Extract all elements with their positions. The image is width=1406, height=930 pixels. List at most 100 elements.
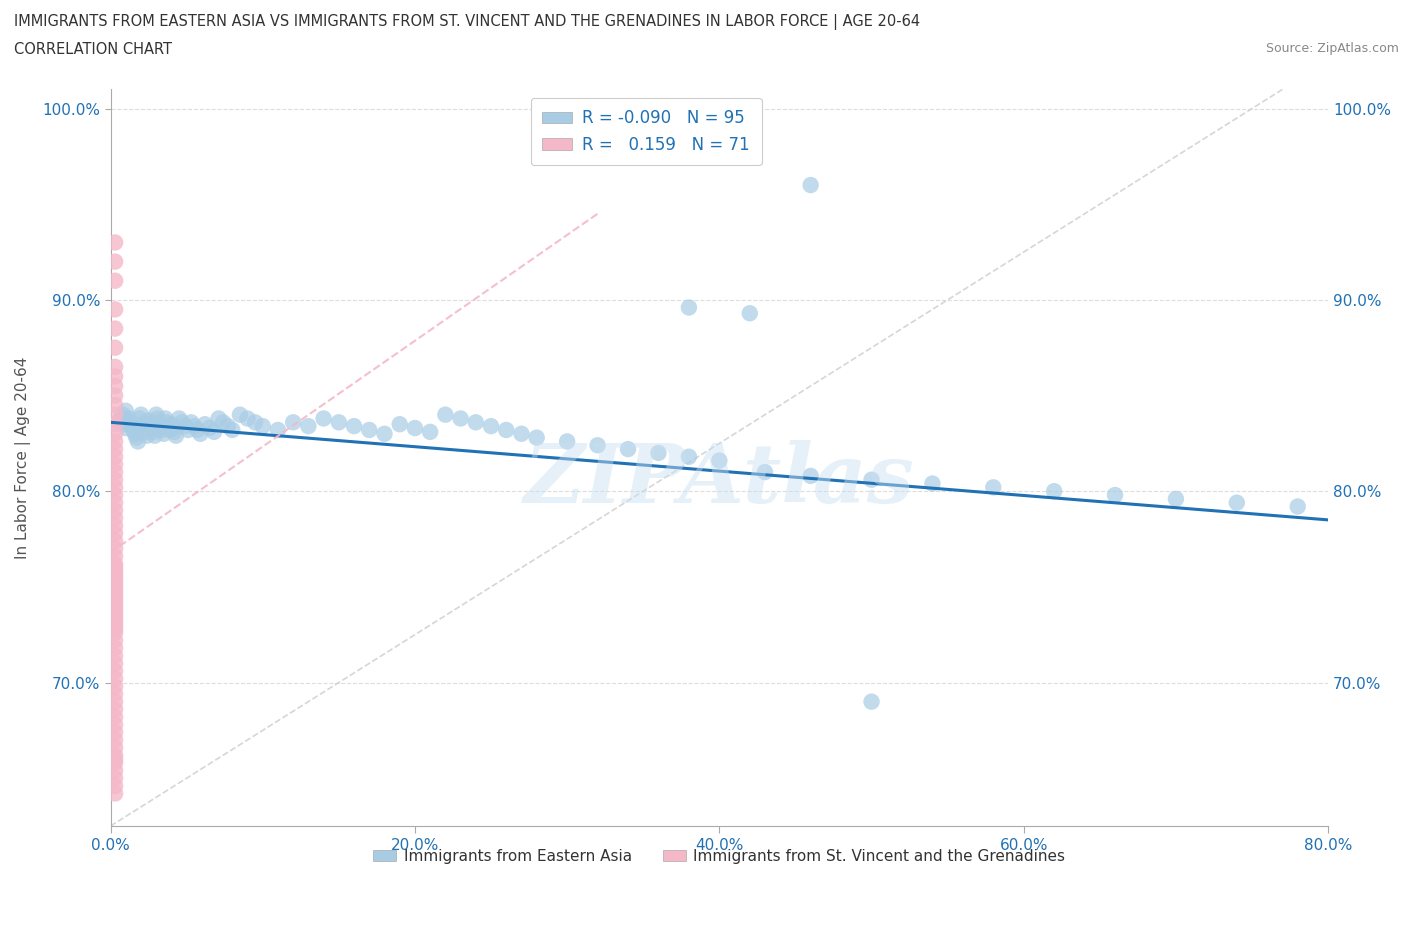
Point (104, 625, 127, 640)
Point (1104, 487, 1126, 502)
Point (104, 724, 127, 739)
Point (104, 603, 127, 618)
Point (104, 656, 127, 671)
Point (104, 778, 127, 793)
Point (112, 417, 135, 432)
Point (104, 340, 127, 355)
Point (148, 415, 170, 430)
Point (252, 418, 274, 433)
Point (297, 418, 319, 433)
Legend: Immigrants from Eastern Asia, Immigrants from St. Vincent and the Grenadines: Immigrants from Eastern Asia, Immigrants… (367, 843, 1071, 870)
Point (104, 786, 127, 801)
Point (555, 434, 578, 449)
Point (283, 415, 305, 430)
Point (104, 525, 127, 540)
Point (104, 751, 127, 766)
Point (160, 417, 183, 432)
Point (170, 415, 193, 430)
Point (174, 418, 197, 433)
Point (118, 411, 141, 426)
Point (111, 407, 134, 422)
Point (104, 503, 127, 518)
Point (188, 426, 211, 441)
Point (104, 434, 127, 449)
Point (104, 359, 127, 374)
Point (167, 411, 190, 426)
Point (800, 178, 823, 193)
Point (104, 549, 127, 564)
Point (495, 422, 517, 437)
Point (125, 431, 148, 445)
Point (104, 610, 127, 625)
Point (104, 472, 127, 487)
Point (104, 511, 127, 525)
Point (104, 618, 127, 632)
Point (464, 415, 486, 430)
Point (163, 424, 186, 439)
Point (212, 415, 235, 430)
Point (104, 686, 127, 701)
Point (221, 422, 243, 437)
Point (165, 428, 187, 443)
Point (738, 306, 761, 321)
Point (107, 415, 129, 430)
Point (104, 254, 127, 269)
Point (146, 411, 169, 426)
Point (450, 411, 472, 426)
Point (139, 417, 162, 432)
Point (104, 426, 127, 441)
Point (177, 422, 200, 437)
Point (207, 411, 229, 426)
Point (343, 418, 366, 433)
Point (104, 487, 127, 502)
Point (104, 565, 127, 579)
Point (150, 422, 173, 437)
Point (104, 702, 127, 717)
Point (202, 424, 225, 439)
Point (104, 694, 127, 709)
Point (586, 438, 609, 453)
Point (104, 648, 127, 663)
Point (110, 411, 132, 426)
Point (114, 404, 136, 418)
Point (860, 472, 883, 487)
Point (162, 420, 184, 435)
Text: IMMIGRANTS FROM EASTERN ASIA VS IMMIGRANTS FROM ST. VINCENT AND THE GRENADINES I: IMMIGRANTS FROM EASTERN ASIA VS IMMIGRAN… (14, 14, 920, 30)
Point (104, 388, 127, 403)
Point (104, 556, 127, 571)
Point (152, 426, 174, 441)
Point (104, 583, 127, 598)
Point (510, 426, 533, 441)
Point (104, 664, 127, 679)
Point (149, 418, 172, 433)
Point (104, 771, 127, 786)
Point (135, 424, 157, 439)
Point (754, 465, 776, 480)
Text: ZIPAtlas: ZIPAtlas (524, 440, 915, 520)
Point (104, 480, 127, 495)
Point (104, 541, 127, 556)
Point (138, 413, 160, 428)
Point (129, 407, 152, 422)
Point (114, 420, 136, 435)
Point (122, 422, 145, 437)
Point (104, 568, 127, 583)
Point (104, 496, 127, 511)
Text: CORRELATION CHART: CORRELATION CHART (14, 42, 172, 57)
Point (104, 379, 127, 393)
Point (1043, 484, 1066, 498)
Text: Source: ZipAtlas.com: Source: ZipAtlas.com (1265, 42, 1399, 55)
Point (104, 457, 127, 472)
Point (104, 740, 127, 755)
Point (104, 591, 127, 605)
Point (404, 420, 426, 435)
Point (328, 415, 350, 430)
Point (104, 417, 127, 432)
Point (132, 420, 155, 435)
Point (104, 717, 127, 732)
Point (104, 449, 127, 464)
Point (156, 415, 179, 430)
Point (104, 560, 127, 575)
Point (229, 407, 252, 422)
Point (104, 614, 127, 629)
